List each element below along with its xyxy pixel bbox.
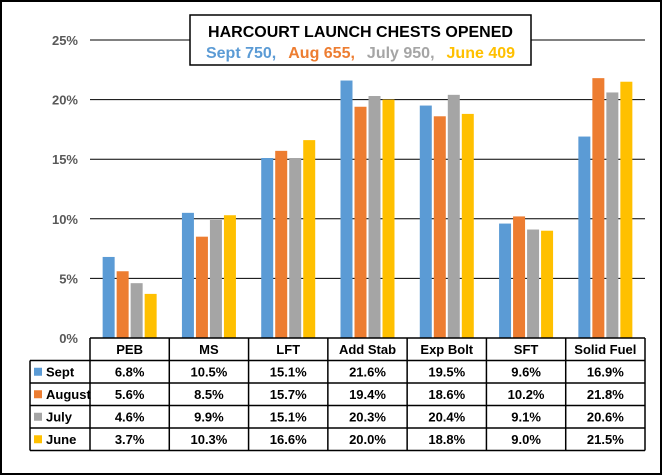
data-label: 16.6% — [270, 432, 307, 447]
subtitle-part: Aug 655, — [288, 45, 355, 62]
bar — [461, 113, 474, 339]
data-label: 10.2% — [508, 387, 545, 402]
category-label: LFT — [276, 342, 300, 357]
bar — [592, 78, 605, 339]
bar — [275, 150, 288, 338]
bar — [419, 105, 432, 338]
bar — [499, 223, 512, 338]
data-label: 20.3% — [349, 409, 386, 424]
data-label: 21.5% — [587, 432, 624, 447]
data-label: 9.9% — [194, 409, 224, 424]
bar — [527, 229, 540, 338]
legend-swatch — [34, 367, 42, 376]
bar — [303, 140, 316, 338]
y-tick-label: 5% — [59, 271, 78, 286]
bar — [116, 271, 129, 338]
data-label: 20.6% — [587, 409, 624, 424]
bar — [144, 293, 157, 338]
bar — [513, 216, 526, 338]
category-label: Solid Fuel — [574, 342, 636, 357]
data-label: 18.8% — [428, 432, 465, 447]
subtitle-part: June 409 — [447, 45, 516, 62]
data-label: 21.8% — [587, 387, 624, 402]
bar — [289, 158, 302, 338]
category-label: Exp Bolt — [420, 342, 473, 357]
bar — [181, 212, 194, 338]
legend-swatch — [34, 390, 42, 399]
bar — [578, 136, 591, 338]
legend-swatch — [34, 412, 42, 421]
chart-subtitle: Sept 750, Aug 655, July 950, June 409 — [206, 45, 515, 62]
data-label: 16.9% — [587, 364, 624, 379]
data-label: 10.3% — [190, 432, 227, 447]
data-label: 3.7% — [115, 432, 145, 447]
bar — [261, 158, 274, 338]
series-name: Sept — [46, 364, 75, 379]
bar — [340, 80, 353, 338]
data-label: 10.5% — [190, 364, 227, 379]
data-label: 9.1% — [511, 409, 541, 424]
data-label: 20.0% — [349, 432, 386, 447]
bar — [368, 96, 381, 338]
y-tick-label: 25% — [52, 33, 78, 48]
bar — [102, 256, 115, 338]
chart-title: HARCOURT LAUNCH CHESTS OPENED — [208, 24, 513, 41]
bar — [541, 230, 554, 338]
bar — [606, 92, 619, 338]
data-label: 20.4% — [428, 409, 465, 424]
data-label: 19.4% — [349, 387, 386, 402]
data-label: 15.1% — [270, 364, 307, 379]
bar — [354, 106, 367, 338]
series-name: July — [46, 409, 73, 424]
y-tick-label: 20% — [52, 93, 78, 108]
y-tick-label: 10% — [52, 212, 78, 227]
series-name: August — [46, 387, 91, 402]
bar — [447, 94, 460, 338]
data-label: 5.6% — [115, 387, 145, 402]
data-label: 18.6% — [428, 387, 465, 402]
category-label: MS — [199, 342, 219, 357]
data-label: 6.8% — [115, 364, 145, 379]
category-label: SFT — [514, 342, 539, 357]
y-tick-label: 15% — [52, 152, 78, 167]
subtitle-part: Sept 750, — [206, 45, 276, 62]
data-label: 9.0% — [511, 432, 541, 447]
bar — [130, 283, 143, 338]
data-label: 4.6% — [115, 409, 145, 424]
bar — [209, 219, 222, 338]
data-label: 15.7% — [270, 387, 307, 402]
category-label: Add Stab — [339, 342, 396, 357]
category-label: PEB — [116, 342, 143, 357]
bar — [195, 236, 208, 338]
bar — [620, 81, 633, 338]
legend-swatch — [34, 435, 42, 444]
bar — [433, 116, 446, 339]
data-label: 15.1% — [270, 409, 307, 424]
data-label: 8.5% — [194, 387, 224, 402]
data-label: 19.5% — [428, 364, 465, 379]
data-label: 9.6% — [511, 364, 541, 379]
title-box — [189, 14, 532, 66]
series-name: June — [46, 432, 76, 447]
subtitle-part: July 950, — [367, 45, 435, 62]
data-label: 21.6% — [349, 364, 386, 379]
y-tick-label: 0% — [59, 331, 78, 346]
bar — [223, 215, 236, 338]
bar — [382, 99, 395, 338]
